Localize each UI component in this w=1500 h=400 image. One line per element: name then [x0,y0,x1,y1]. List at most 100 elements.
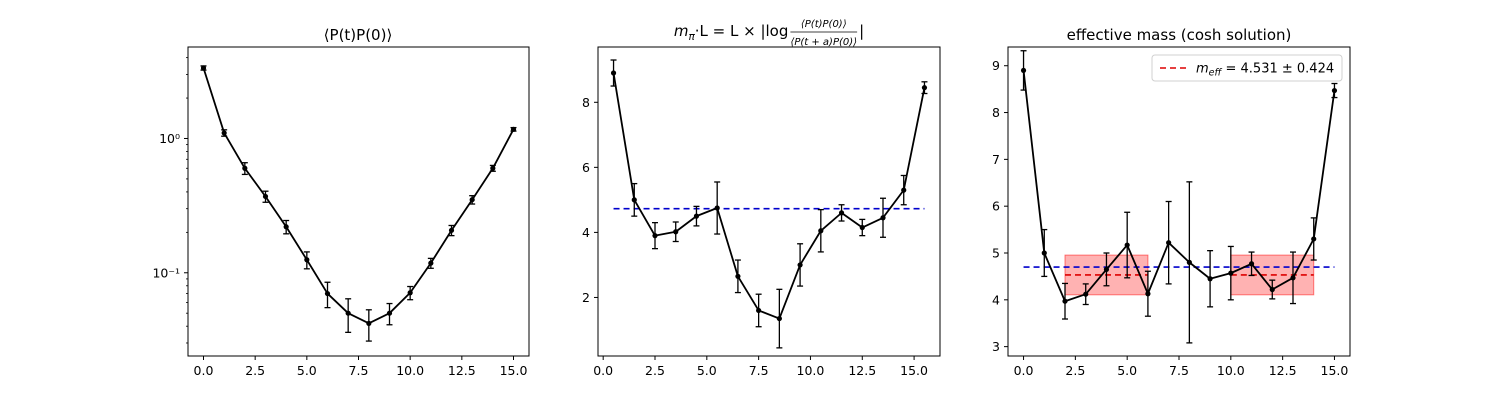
x-tick-label: 7.5 [749,363,769,378]
y-tick-label: 4 [582,225,590,240]
y-tick-label: 6 [992,199,1000,214]
data-point [386,310,393,316]
y-tick-label: 7 [992,152,1000,167]
x-tick: 2.5 [645,356,665,378]
y-tick-label: 9 [992,58,1000,73]
data-point [1062,298,1068,304]
series-line [1022,70,1336,303]
x-tick: 5.0 [1117,356,1137,378]
data-point [756,307,762,314]
panel-correlator: ⟨P(t)P(0)⟩ 0.0 2.5 5.0 7.5 10.0 12.5 15.0 10⁻¹ 1… [152,26,530,378]
x-tick: 5.0 [297,356,317,378]
data-point [469,197,475,203]
y-tick: 2 [582,290,598,305]
data-point [1248,261,1255,267]
x-tick: 10.0 [797,356,825,378]
data-point [693,213,700,219]
x-tick: 10.0 [396,356,424,378]
panel-effective-mass: effective mass (cosh solution) 0.0 2.5 5.0… [992,26,1351,378]
y-tick-label: 6 [582,160,590,175]
data-point [631,197,637,203]
y-tick: 9 [992,58,1008,73]
x-tick-label: 15.0 [1321,363,1349,378]
x-tick-label: 0.0 [593,363,613,378]
y-tick: 4 [582,225,598,240]
data-point [735,273,741,279]
y-tick: 8 [582,95,598,110]
data-point [221,130,227,136]
x-tick-label: 5.0 [697,363,717,378]
x-tick-label: 10.0 [1217,363,1245,378]
data-point [366,320,372,326]
data-point [1186,259,1192,265]
x-tick: 5.0 [697,356,717,378]
x-tick: 12.5 [448,356,476,378]
data-point [610,70,617,76]
x-tick-label: 5.0 [1117,363,1137,378]
y-tick: 3 [992,339,1008,354]
x-tick: 0.0 [194,356,214,378]
x-tick-label: 10.0 [797,363,825,378]
x-tick-label: 2.5 [645,363,665,378]
y-tick: 7 [992,152,1008,167]
series-line [612,72,926,320]
data-point [304,257,310,263]
y-tick: 10⁰ [159,131,188,146]
data-point [242,165,248,171]
y-tick-label: 10⁰ [159,131,180,146]
data-point [324,290,331,297]
data-point [345,310,351,316]
x-tick-label: 2.5 [1065,363,1085,378]
data-point [490,165,496,171]
x-tick-label: 2.5 [245,363,265,378]
x-tick-label: 10.0 [396,363,424,378]
y-tick-label: 8 [582,95,590,110]
data-point [1041,250,1047,256]
x-tick-label: 15.0 [900,363,928,378]
title-mid: ·L = L × |log [695,22,789,40]
data-point [1166,240,1172,246]
x-tick: 7.5 [1169,356,1189,378]
data-point [448,227,455,233]
legend: meff = 4.531 ± 0.424 [1151,54,1343,82]
x-tick: 7.5 [349,356,368,378]
data-point [1124,242,1130,248]
data-point [859,224,865,231]
data-point [1269,286,1275,293]
panel-effective-mass-plot-area: 0.0 2.5 5.0 7.5 10.0 12.5 15.0 3 4 5 6 7 8 9 meff = 4.… [992,46,1351,378]
y-tick-label: 8 [992,105,1000,120]
x-tick-label: 5.0 [297,363,317,378]
y-tick: 8 [992,105,1008,120]
panel-effective-mass-title: effective mass (cosh solution) [1067,26,1292,44]
data-point [797,262,803,268]
title-lhs: m [674,22,689,40]
y-tick: 4 [992,292,1008,307]
y-tick: 10⁻¹ [152,265,188,280]
panel-correlator-title: ⟨P(t)P(0)⟩ [324,26,393,44]
series-line [202,67,515,325]
data-point [838,210,845,216]
x-tick-label: 15.0 [500,363,528,378]
y-tick-label: 3 [992,339,1000,354]
x-tick-label: 12.5 [1269,363,1297,378]
data-point [818,228,824,234]
x-tick-label: 7.5 [1169,363,1189,378]
x-tick: 2.5 [245,356,265,378]
title-fraction: ⟨P(t)P(0)⟩ ⟨P(t + a)P(0)⟩| [790,19,864,48]
data-point [407,290,413,296]
data-point [1020,67,1027,74]
x-tick-label: 0.0 [194,363,214,378]
panel-pion-mass-plot-area: 0.0 2.5 5.0 7.5 10.0 12.5 15.0 2 4 6 8 [582,46,941,378]
data-point [1331,87,1338,94]
y-tick: 6 [992,199,1008,214]
y-tick-label: 5 [992,246,1000,261]
x-tick: 0.0 [1014,356,1034,378]
data-point [262,193,269,200]
panel-pion-mass: mπ·L = L × |log 0.0 2.5 5.0 7.5 10.0 12.5 15.0… [582,19,941,378]
data-point [1228,270,1234,276]
x-tick-label: 12.5 [448,363,476,378]
data-point [776,315,782,322]
x-tick: 0.0 [593,356,613,378]
title-fraction-denominator: ⟨P(t + a)P(0)⟩ [790,37,857,48]
data-point [1145,291,1151,297]
